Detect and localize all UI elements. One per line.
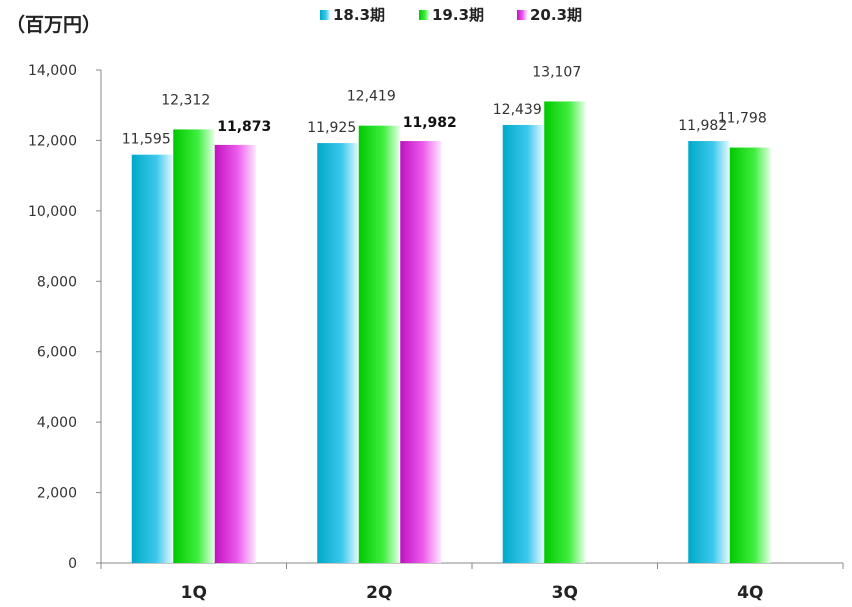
legend-swatch xyxy=(320,10,330,20)
bar xyxy=(400,141,442,563)
legend: 18.3期 19.3期 20.3期 xyxy=(320,6,582,24)
data-label: 11,595 xyxy=(122,132,171,148)
data-label: 13,107 xyxy=(532,64,581,80)
y-tick-label: 14,000 xyxy=(28,63,77,79)
y-tick-label: 12,000 xyxy=(28,133,77,149)
data-labels: 11,595 12,312 11,873 11,925 12,419 11,982 12,4… xyxy=(122,64,767,147)
legend-label: 20.3期 xyxy=(530,6,582,24)
data-label: 12,419 xyxy=(347,89,396,105)
y-tick-label: 0 xyxy=(68,556,77,572)
y-tick-label: 2,000 xyxy=(37,486,77,502)
bars xyxy=(131,101,771,564)
bar xyxy=(131,154,173,563)
x-tick-label: 1Q xyxy=(181,583,207,603)
y-tick-label: 6,000 xyxy=(37,345,77,361)
x-tick-label: 2Q xyxy=(366,583,392,603)
unit-label: （百万円） xyxy=(6,13,101,36)
y-tick-label: 4,000 xyxy=(37,415,77,431)
bar xyxy=(317,143,359,563)
bar xyxy=(688,141,730,563)
legend-swatch xyxy=(419,10,429,20)
legend-label: 19.3期 xyxy=(432,6,484,24)
bar xyxy=(214,144,256,563)
bar xyxy=(358,125,400,564)
bar xyxy=(544,101,586,564)
x-tick-label: 3Q xyxy=(552,583,578,603)
data-label: 11,873 xyxy=(217,119,271,135)
y-tick-label: 10,000 xyxy=(28,204,77,220)
legend-swatch xyxy=(517,10,527,20)
bar xyxy=(502,124,544,564)
data-label: 11,982 xyxy=(403,115,457,131)
y-axis: 0 2,000 4,000 6,000 8,000 10,000 12,000 14,000 xyxy=(28,63,102,572)
data-label: 12,312 xyxy=(161,92,210,108)
data-label: 11,798 xyxy=(718,111,767,127)
x-axis: 1Q 2Q 3Q 4Q xyxy=(100,562,844,603)
y-tick-label: 8,000 xyxy=(37,274,77,290)
data-label: 11,925 xyxy=(307,120,356,136)
data-label: 12,439 xyxy=(493,102,542,118)
data-label: 11,982 xyxy=(678,118,727,134)
bar xyxy=(729,147,771,563)
legend-label: 18.3期 xyxy=(333,6,385,24)
x-tick-label: 4Q xyxy=(737,583,763,603)
bar xyxy=(173,129,215,563)
